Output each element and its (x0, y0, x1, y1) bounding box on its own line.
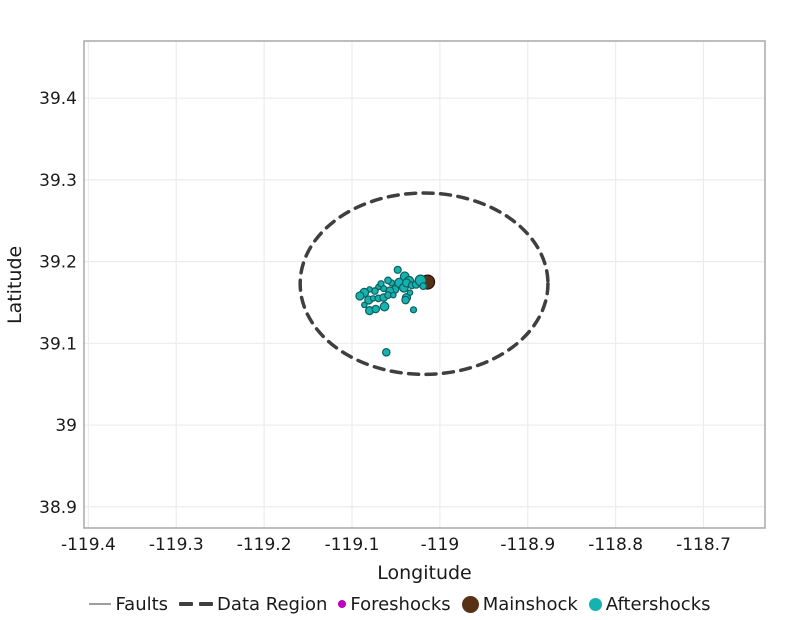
aftershocks-point (401, 295, 410, 305)
legend-item-data-region: Data Region (179, 594, 327, 615)
x-tick-label: -118.9 (500, 535, 555, 555)
x-tick-label: -118.8 (588, 535, 643, 555)
y-tick-label: 38.9 (39, 498, 77, 518)
y-tick-label: 39.4 (39, 89, 77, 109)
aftershocks-point (406, 289, 414, 296)
legend-item-faults: Faults (89, 594, 168, 615)
legend: Faults Data Region Foreshocks Mainshock Afte… (0, 591, 800, 617)
legend-label-foreshocks: Foreshocks (350, 593, 451, 615)
dash-segment (179, 602, 194, 606)
legend-label-faults: Faults (115, 593, 169, 615)
legend-label-mainshock: Mainshock (482, 593, 578, 615)
legend-label-aftershocks: Aftershocks (605, 593, 711, 615)
aftershocks-point (393, 265, 402, 274)
aftershocks-point (381, 348, 391, 357)
data-region-marker-icon (179, 602, 214, 606)
mainshock-marker-icon (461, 595, 479, 613)
aftershocks-point (355, 291, 365, 301)
x-axis-label: Longitude (377, 562, 472, 584)
aftershocks-point (379, 301, 390, 312)
legend-label-data-region: Data Region (217, 593, 328, 615)
aftershocks-point (419, 282, 428, 291)
x-tick-label: -119.4 (61, 535, 116, 555)
aftershocks-point (384, 276, 392, 285)
x-tick-label: -119.2 (237, 535, 292, 555)
y-tick-label: 39.2 (39, 253, 77, 273)
legend-item-aftershocks: Aftershocks (588, 593, 711, 615)
y-tick-label: 39.1 (39, 334, 77, 354)
x-tick-label: -119.1 (325, 535, 380, 555)
aftershocks-point (377, 280, 385, 288)
aftershocks-point (361, 301, 368, 309)
dash-segment (199, 602, 214, 606)
plot-border (83, 40, 766, 529)
x-tick-label: -118.7 (676, 535, 731, 555)
y-tick-label: 39.3 (39, 171, 77, 191)
aftershocks-marker-icon (588, 597, 602, 611)
aftershocks-point (371, 304, 381, 314)
aftershocks-point (390, 291, 397, 299)
aftershocks-point (409, 306, 418, 314)
y-tick-label: 39 (55, 416, 77, 436)
x-tick-label: -119.3 (149, 535, 204, 555)
x-tick-label: -119 (421, 535, 460, 555)
y-axis-label: Latitude (4, 245, 26, 324)
faults-marker-icon (89, 602, 112, 606)
legend-item-mainshock: Mainshock (461, 593, 578, 615)
foreshocks-marker-icon (338, 600, 347, 608)
data-region-ellipse (298, 191, 550, 377)
legend-item-foreshocks: Foreshocks (338, 593, 451, 615)
